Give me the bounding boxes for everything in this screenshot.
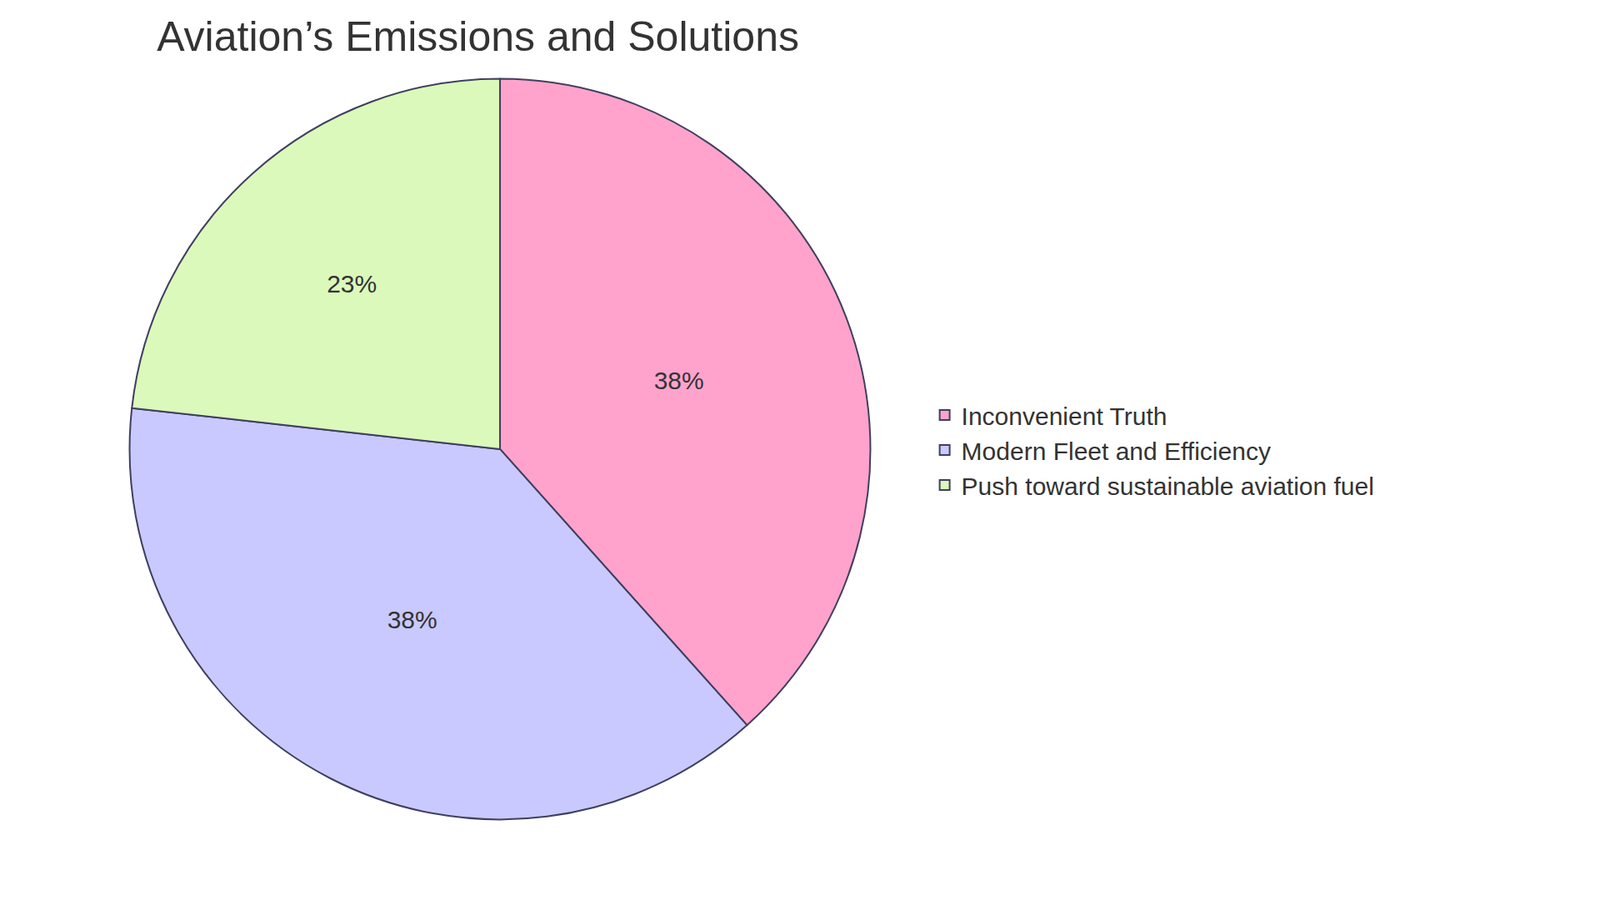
svg-text:23%: 23%: [326, 270, 377, 298]
svg-text:38%: 38%: [387, 605, 438, 634]
svg-text:Modern Fleet and Efficiency: Modern Fleet and Efficiency: [961, 437, 1271, 465]
svg-text:38%: 38%: [654, 366, 705, 395]
svg-text:Inconvenient Truth: Inconvenient Truth: [961, 402, 1168, 430]
svg-text:Push toward sustainable aviati: Push toward sustainable aviation fuel: [961, 472, 1375, 500]
svg-text:Aviation’s Emissions and Solut: Aviation’s Emissions and Solutions: [156, 13, 800, 60]
